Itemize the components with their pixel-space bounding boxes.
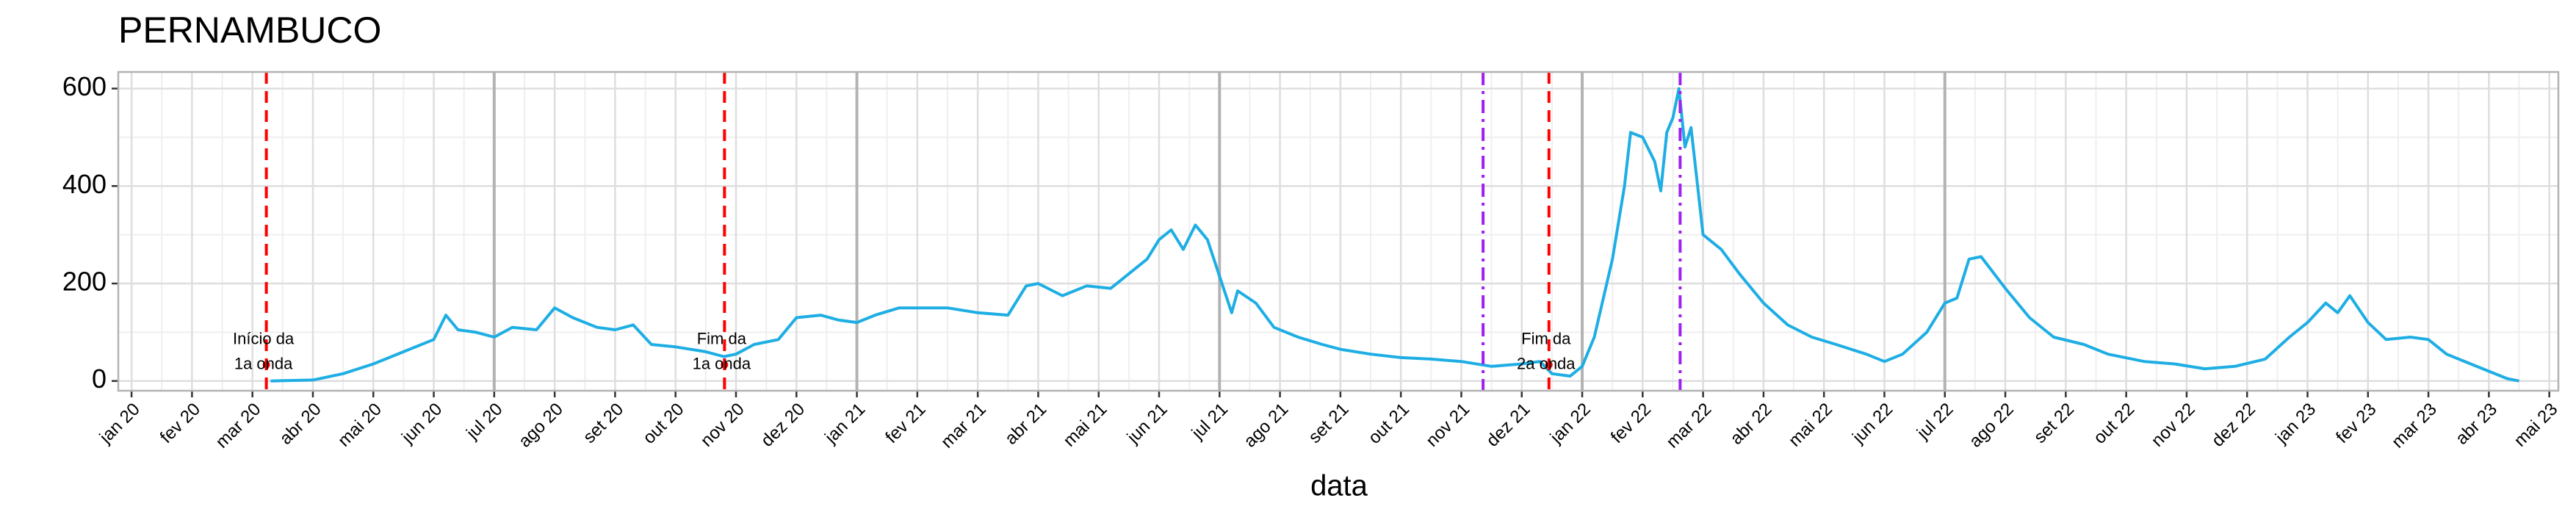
event-label: Fim da	[697, 330, 747, 348]
y-tick-label: 200	[62, 267, 107, 297]
data-line	[270, 87, 2519, 383]
event-label: 1a onda	[234, 355, 293, 373]
event-dot	[262, 361, 270, 369]
event-dot	[1545, 361, 1553, 369]
x-axis-label: data	[1310, 470, 1368, 502]
plot-border	[117, 71, 2560, 392]
event-label: 1a onda	[693, 355, 751, 373]
y-tick-label: 600	[62, 71, 107, 101]
y-tick-label: 0	[92, 364, 107, 394]
event-dot	[721, 361, 729, 369]
chart-title: PERNAMBUCO	[118, 10, 381, 51]
event-label: Início da	[233, 330, 295, 348]
y-tick-label: 400	[62, 169, 107, 199]
event-label: 2a onda	[1517, 355, 1576, 373]
event-label: Fim da	[1521, 330, 1571, 348]
